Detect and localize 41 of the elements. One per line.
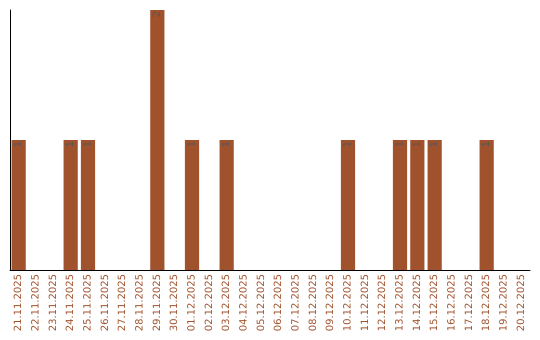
data-label: 1 [221, 141, 232, 148]
x-tick-label: 02.12.2025 [204, 274, 215, 332]
x-tick-label: 05.12.2025 [256, 274, 267, 332]
x-tick-label: 06.12.2025 [273, 274, 284, 332]
x-tick-label: 01.12.2025 [186, 274, 198, 332]
x-tick-label: 29.11.2025 [152, 274, 163, 332]
x-tick-label: 27.11.2025 [117, 274, 128, 332]
x-tick-label: 18.12.2025 [481, 274, 492, 332]
x-tick-label: 26.11.2025 [100, 274, 111, 332]
x-tick-label: 14.12.2025 [412, 274, 423, 332]
data-label: 1 [13, 141, 24, 148]
x-tick-label: 21.11.2025 [13, 274, 24, 332]
x-tick-label: 17.12.2025 [464, 274, 475, 332]
data-label: 1 [82, 141, 94, 148]
data-label: 1 [65, 141, 76, 148]
data-label: 1 [412, 141, 423, 148]
x-tick-label: 12.12.2025 [377, 274, 388, 332]
data-label: 1 [186, 141, 198, 148]
data-label: 1 [342, 141, 354, 148]
x-tick-label: 03.12.2025 [221, 274, 232, 332]
x-tick-label: 08.12.2025 [308, 274, 319, 332]
x-tick-label: 30.11.2025 [169, 274, 180, 332]
x-tick-label: 22.11.2025 [30, 274, 42, 332]
x-tick-label: 16.12.2025 [446, 274, 458, 332]
x-tick-label: 07.12.2025 [290, 274, 302, 332]
data-label: 1 [481, 141, 492, 148]
x-tick-label: 24.11.2025 [65, 274, 76, 332]
x-tick-label: 11.12.2025 [360, 274, 371, 332]
x-tick-label: 20.12.2025 [516, 274, 527, 332]
x-tick-label: 15.12.2025 [429, 274, 440, 332]
x-tick-label: 04.12.2025 [238, 274, 250, 332]
data-label: 2 [152, 11, 163, 18]
x-tick-label: 25.11.2025 [82, 274, 94, 332]
data-label: 1 [394, 141, 406, 148]
x-tick-label: 23.11.2025 [48, 274, 59, 332]
x-tick-label: 13.12.2025 [394, 274, 406, 332]
x-tick-label: 28.11.2025 [134, 274, 146, 332]
data-label: 1 [429, 141, 440, 148]
x-tick-label: 19.12.2025 [498, 274, 510, 332]
x-tick-label: 10.12.2025 [342, 274, 354, 332]
x-tick-label: 09.12.2025 [325, 274, 336, 332]
